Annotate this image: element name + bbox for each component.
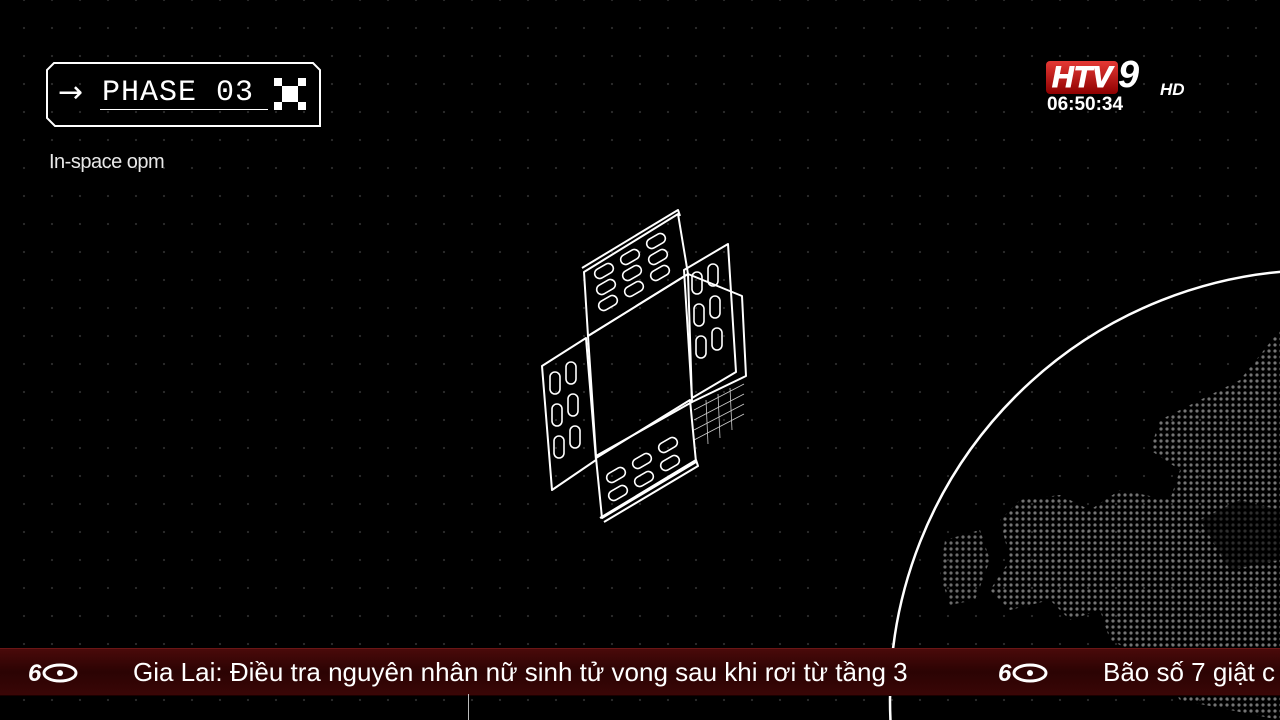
ticker-headline-1: Gia Lai: Điều tra nguyên nhân nữ sinh tử…: [133, 657, 908, 687]
divider-line: [468, 694, 469, 720]
logo-number: 9: [1118, 54, 1140, 96]
phase-underline: [100, 109, 268, 110]
channel-logo: HTV 9: [1046, 56, 1206, 95]
logo-hd-badge: HD: [1160, 80, 1185, 99]
phase-subtitle: In-space opm: [49, 151, 165, 173]
x-cross-icon: [274, 78, 306, 110]
news-ticker: 6 Gia Lai: Điều tra nguyên nhân nữ sinh …: [0, 648, 1280, 696]
channel-60-icon: 6: [28, 660, 78, 684]
logo-letters: HTV: [1046, 61, 1118, 95]
channel-60-icon: 6: [998, 660, 1048, 684]
phase-label: PHASE 03: [102, 76, 255, 110]
broadcast-clock: 06:50:34: [1047, 94, 1124, 115]
ticker-headline-2: Bão số 7 giật c: [1103, 657, 1275, 687]
phase-box: [46, 62, 321, 128]
phase-box-frame: [46, 62, 321, 127]
arrow-right-icon: →: [58, 75, 84, 110]
svg-text:6: 6: [998, 660, 1012, 684]
svg-text:6: 6: [28, 660, 42, 684]
